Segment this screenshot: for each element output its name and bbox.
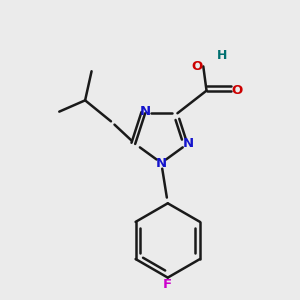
Text: N: N — [140, 106, 151, 118]
Text: H: H — [217, 49, 227, 62]
Text: N: N — [156, 158, 167, 170]
Text: O: O — [192, 60, 203, 73]
Text: O: O — [231, 84, 242, 97]
Text: F: F — [163, 278, 172, 291]
Text: N: N — [183, 137, 194, 150]
